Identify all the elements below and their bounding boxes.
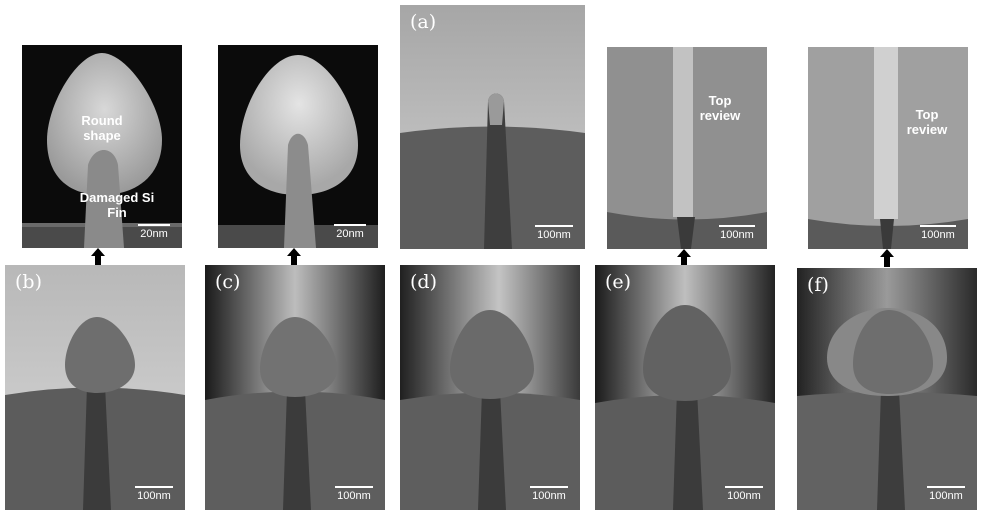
panel-f-image xyxy=(797,268,977,510)
inset-c-image xyxy=(218,45,378,248)
inset-e-top: Top review 100nm xyxy=(607,47,767,249)
top-review-note: Top review xyxy=(699,93,741,123)
scale-bar: 20nm xyxy=(334,224,366,240)
panel-label: (a) xyxy=(410,11,437,33)
scale-bar: 100nm xyxy=(927,486,965,502)
up-arrow-icon xyxy=(677,249,691,267)
scale-bar: 20nm xyxy=(138,224,170,240)
up-arrow-icon xyxy=(880,249,894,267)
inset-c-zoom: 20nm xyxy=(218,45,378,248)
inset-b-zoom: Round shape Damaged Si Fin 20nm xyxy=(22,45,182,248)
scale-bar: 100nm xyxy=(135,486,173,502)
scale-bar: 100nm xyxy=(719,225,755,241)
panel-c: (c) 100nm xyxy=(205,265,385,510)
panel-c-image xyxy=(205,265,385,510)
panel-a: (a) 100nm xyxy=(400,5,585,249)
panel-e-image xyxy=(595,265,775,510)
scale-bar: 100nm xyxy=(530,486,568,502)
panel-d-image xyxy=(400,265,580,510)
panel-b: (b) 100nm xyxy=(5,265,185,510)
inset-b-image xyxy=(22,45,182,248)
scale-bar: 100nm xyxy=(335,486,373,502)
panel-label: (d) xyxy=(410,271,437,293)
damaged-si-fin-note: Damaged Si Fin xyxy=(79,190,155,220)
panel-b-image xyxy=(5,265,185,510)
panel-a-image xyxy=(400,5,585,249)
panel-f: (f) 100nm xyxy=(797,268,977,510)
scale-bar: 100nm xyxy=(725,486,763,502)
panel-label: (e) xyxy=(605,271,632,293)
panel-label: (b) xyxy=(15,271,42,293)
inset-e-image xyxy=(607,47,767,249)
round-shape-note: Round shape xyxy=(81,113,123,143)
inset-f-top: Top review 100nm xyxy=(808,47,968,249)
scale-bar: 100nm xyxy=(920,225,956,241)
scale-bar: 100nm xyxy=(535,225,573,241)
panel-e: (e) 100nm xyxy=(595,265,775,510)
panel-d: (d) 100nm xyxy=(400,265,580,510)
top-review-note: Top review xyxy=(906,107,948,137)
up-arrow-icon xyxy=(287,248,301,266)
inset-f-image xyxy=(808,47,968,249)
panel-label: (f) xyxy=(807,274,829,296)
panel-label: (c) xyxy=(215,271,241,293)
up-arrow-icon xyxy=(91,248,105,266)
